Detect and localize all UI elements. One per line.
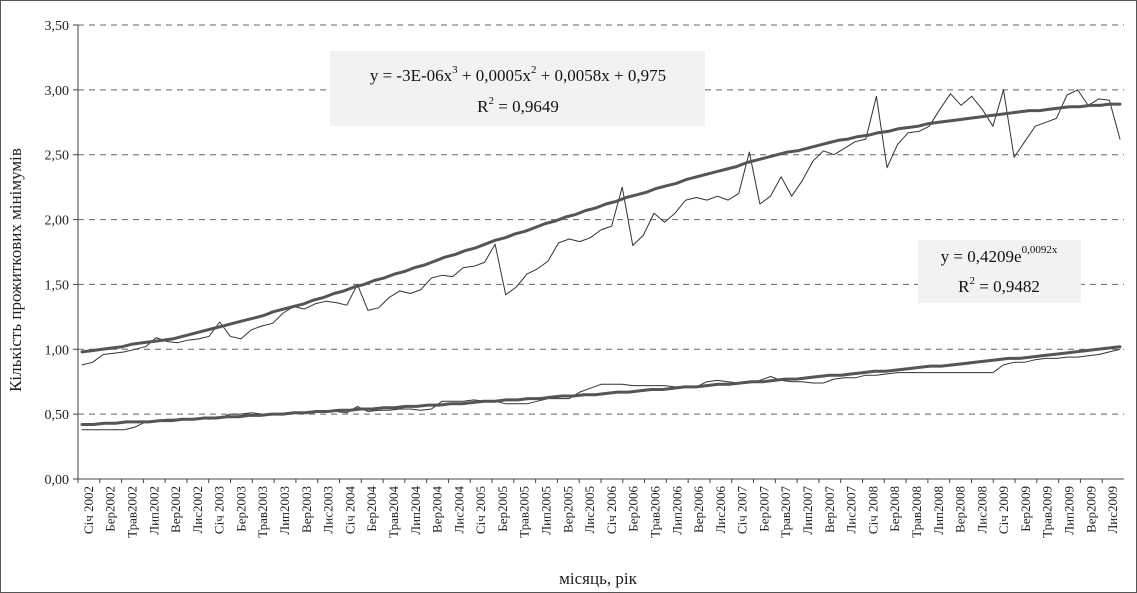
x-tick-label: Січ 2003 (212, 486, 227, 534)
x-tick-label: Вер2009 (1083, 486, 1098, 533)
x-axis-title: місяць, рік (559, 569, 637, 588)
x-tick-label: Лип2003 (277, 486, 292, 535)
x-tick-label: Трав2008 (909, 486, 924, 538)
x-tick-label: Січ 2009 (996, 486, 1011, 534)
y-axis-title: Кількість прожиткових мінімумів (6, 148, 25, 392)
x-tick-label: Бер2002 (103, 486, 118, 532)
x-tick-label: Вер2003 (299, 486, 314, 533)
x-tick-label: Бер2004 (364, 486, 379, 532)
x-tick-label: Січ 2006 (604, 486, 619, 535)
x-tick-label: Лип2002 (146, 486, 161, 535)
y-tick-label: 2,50 (45, 149, 70, 164)
x-tick-label: Трав2002 (125, 486, 140, 538)
x-tick-label: Вер2007 (822, 486, 837, 533)
x-tick-label: Лип2009 (1062, 486, 1077, 535)
x-tick-label: Бер2003 (233, 486, 248, 532)
x-tick-label: Січ 2004 (342, 486, 357, 535)
y-tick-label: 1,00 (45, 343, 70, 358)
y-tick-label: 3,00 (45, 84, 70, 99)
x-tick-label: Трав2009 (1040, 486, 1055, 538)
x-tick-label: Бер2009 (1018, 486, 1033, 532)
poly-equation: y = -3E-06x3 + 0,0005x2 + 0,0058x + 0,97… (370, 64, 666, 85)
x-axis-ticks: Січ 2002 Бер2002 Трав2002 Лип2002 Вер2002 Лис… (77, 479, 1120, 538)
poly-equation-box: y = -3E-06x3 + 0,0005x2 + 0,0058x + 0,97… (330, 51, 705, 126)
y-axis-ticks: 0,00 0,50 1,00 1,50 2,00 2,50 3,00 3,50 (45, 19, 78, 488)
x-tick-label: Лип2007 (800, 486, 815, 535)
y-tick-label: 2,00 (45, 214, 70, 229)
x-tick-label: Бер2007 (756, 486, 771, 532)
x-tick-label: Вер2002 (168, 486, 183, 533)
exp-equation: y = 0,4209e0,0092x (941, 244, 1058, 266)
series-group (80, 89, 1122, 431)
series-3-line (80, 102, 1122, 354)
x-tick-label: Січ 2008 (865, 486, 880, 534)
x-tick-label: Лип2006 (669, 486, 684, 535)
x-tick-label: Лис2005 (582, 486, 597, 534)
x-tick-label: Лис2004 (451, 486, 466, 534)
x-tick-label: Трав2006 (648, 486, 663, 538)
x-tick-label: Лис2008 (974, 486, 989, 534)
exp-r2: R2 = 0,9482 (958, 275, 1040, 296)
y-tick-label: 1,50 (45, 278, 70, 293)
y-tick-label: 0,50 (45, 408, 70, 423)
x-tick-label: Лис2003 (321, 486, 336, 534)
x-tick-label: Бер2005 (495, 486, 510, 532)
x-tick-label: Вер2008 (953, 486, 968, 533)
x-tick-label: Лис2009 (1105, 486, 1120, 534)
poly-r2: R2 = 0,9649 (477, 95, 559, 116)
x-tick-label: Бер2006 (626, 486, 641, 532)
x-tick-label: Вер2004 (430, 486, 445, 533)
x-tick-label: Лип2004 (408, 486, 423, 535)
x-tick-label: Трав2007 (778, 486, 793, 538)
x-tick-label: Трав2005 (517, 486, 532, 538)
x-tick-label: Січ 2005 (473, 486, 488, 534)
x-tick-label: Бер2008 (887, 486, 902, 532)
y-tick-label: 3,50 (45, 19, 70, 34)
x-tick-label: Січ 2007 (735, 486, 750, 535)
x-tick-label: Лип2005 (539, 486, 554, 535)
x-tick-label: Лип2008 (931, 486, 946, 535)
x-tick-label: Вер2005 (560, 486, 575, 533)
exp-equation-box: y = 0,4209e0,0092x R2 = 0,9482 (918, 240, 1081, 303)
series-2-line (81, 348, 1121, 431)
series-4-line (80, 345, 1122, 426)
x-tick-label: Вер2006 (691, 486, 706, 533)
x-tick-label: Лис2006 (713, 486, 728, 534)
x-tick-label: Лис2002 (190, 486, 205, 534)
x-tick-label: Трав2003 (255, 486, 270, 538)
y-tick-label: 0,00 (45, 473, 70, 488)
x-tick-label: Січ 2002 (81, 486, 96, 534)
x-tick-label: Лис2007 (844, 486, 859, 534)
series-1-line (81, 89, 1121, 366)
x-tick-label: Трав2004 (386, 486, 401, 538)
